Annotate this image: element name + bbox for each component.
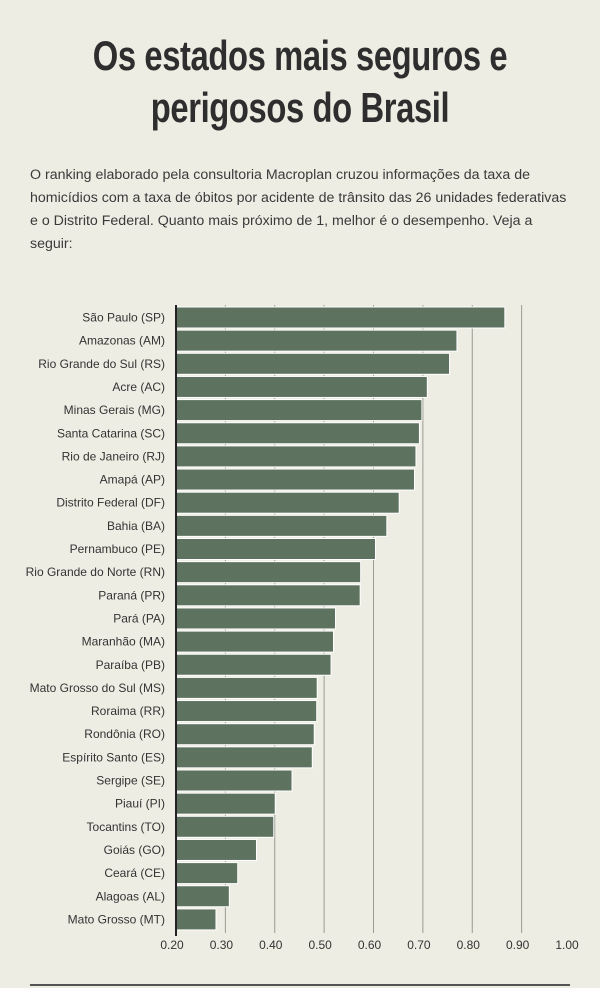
bar	[175, 329, 458, 352]
x-tick-label: 0.50	[308, 938, 332, 952]
bar	[175, 468, 415, 491]
bar	[175, 746, 313, 769]
category-label: Piauí (PI)	[115, 797, 165, 811]
x-tick-label: 1.00	[555, 938, 579, 952]
category-label: Mato Grosso do Sul (MS)	[30, 681, 165, 695]
bar	[175, 885, 230, 908]
category-label: Pará (PA)	[113, 611, 165, 625]
bar	[175, 514, 388, 537]
bar	[175, 815, 275, 838]
bar	[175, 306, 506, 329]
bar	[175, 653, 332, 676]
x-tick-label: 0.70	[407, 938, 431, 952]
category-label: Maranhão (MA)	[82, 635, 165, 649]
x-tick-label: 0.90	[506, 938, 530, 952]
bottom-divider	[30, 984, 570, 986]
bar	[175, 630, 335, 653]
bar	[175, 908, 217, 931]
bar	[175, 700, 318, 723]
x-tick-label: 0.20	[160, 938, 184, 952]
x-tick-label: 0.30	[210, 938, 234, 952]
x-tick-label: 0.60	[358, 938, 382, 952]
category-label: Amazonas (AM)	[79, 334, 165, 348]
bar	[175, 607, 336, 630]
bar	[175, 561, 362, 584]
title-line-1: Os estados mais seguros e	[92, 32, 508, 79]
x-tick-label: 0.40	[259, 938, 283, 952]
bar	[175, 375, 428, 398]
category-label: Mato Grosso (MT)	[68, 912, 165, 926]
category-label: Pernambuco (PE)	[70, 542, 165, 556]
page-title: Os estados mais seguros e perigosos do B…	[66, 30, 534, 134]
category-label: Goiás (GO)	[104, 843, 165, 857]
bar	[175, 769, 293, 792]
category-label: Rio Grande do Norte (RN)	[26, 565, 165, 579]
bar	[175, 862, 239, 885]
category-label: Ceará (CE)	[104, 866, 165, 880]
category-label: São Paulo (SP)	[82, 311, 165, 325]
category-label: Rio de Janeiro (RJ)	[62, 449, 165, 463]
category-label: Rondônia (RO)	[84, 727, 165, 741]
category-label: Distrito Federal (DF)	[56, 496, 165, 510]
category-label: Bahia (BA)	[107, 519, 165, 533]
x-tick-label: 0.80	[457, 938, 481, 952]
category-label: Roraima (RR)	[91, 704, 165, 718]
category-label: Espírito Santo (ES)	[62, 750, 165, 764]
bar	[175, 399, 423, 422]
category-label: Paraná (PR)	[98, 588, 165, 602]
bar	[175, 584, 361, 607]
category-label: Santa Catarina (SC)	[57, 426, 165, 440]
category-label: Acre (AC)	[112, 380, 165, 394]
bar	[175, 676, 318, 699]
bar	[175, 445, 417, 468]
bar	[175, 352, 451, 375]
category-label: Amapá (AP)	[100, 473, 165, 487]
bar	[175, 723, 315, 746]
bar	[175, 838, 257, 861]
bar	[175, 491, 400, 514]
bar	[175, 422, 420, 445]
category-label: Tocantins (TO)	[87, 820, 165, 834]
category-label: Paraíba (PB)	[96, 658, 165, 672]
intro-paragraph: O ranking elaborado pela consultoria Mac…	[30, 167, 567, 252]
bar	[175, 792, 276, 815]
category-label: Rio Grande do Sul (RS)	[38, 357, 165, 371]
title-line-2: perigosos do Brasil	[150, 84, 450, 131]
bar	[175, 538, 376, 560]
category-label: Minas Gerais (MG)	[64, 403, 165, 417]
category-label: Sergipe (SE)	[96, 774, 165, 788]
category-label: Alagoas (AL)	[96, 889, 165, 903]
